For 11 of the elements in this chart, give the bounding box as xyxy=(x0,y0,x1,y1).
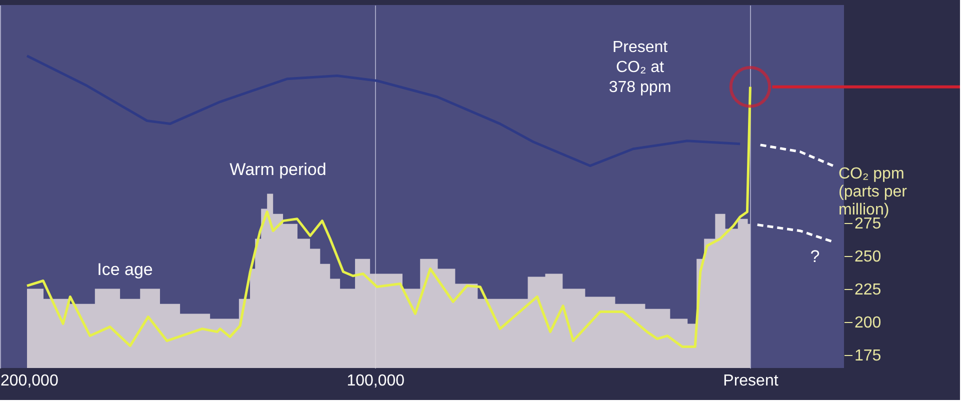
x-tick-label: 200,000 xyxy=(0,372,58,390)
annotation: Ice age xyxy=(97,260,153,279)
x-tick-label: 100,000 xyxy=(346,372,405,390)
annotation: Present CO₂ at 378 ppm xyxy=(608,39,672,96)
annotation: ? xyxy=(810,247,820,266)
y-tick-label: 175 xyxy=(854,347,882,364)
y-tick-label: 250 xyxy=(854,248,882,266)
y-tick-label: 200 xyxy=(854,314,882,332)
x-tick-label: Present xyxy=(723,372,779,390)
y-tick-label: 225 xyxy=(854,281,882,298)
annotation: Warm period xyxy=(230,160,326,179)
